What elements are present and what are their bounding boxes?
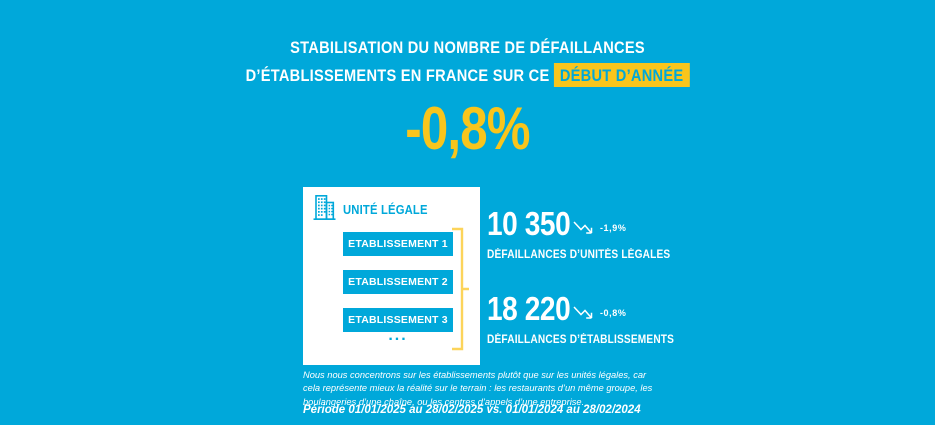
stat-value: 18 220 [487, 290, 571, 327]
period-text: Période 01/01/2025 au 28/02/2025 vs. 01/… [303, 404, 641, 416]
stat-change: -0,8% [599, 308, 627, 318]
stat-label: DÉFAILLANCES D’UNITÉS LÉGALES [487, 249, 671, 261]
decline-arrow-icon [573, 305, 595, 322]
stat-row: 18 220 -0,8% [487, 292, 700, 326]
stat-legal-units: 10 350 -1,9% DÉFAILLANCES D’UNITÉS LÉGAL… [487, 207, 695, 262]
stat-row: 10 350 -1,9% [487, 207, 695, 241]
card-header: UNITÉ LÉGALE [313, 194, 437, 226]
building-icon [313, 194, 336, 226]
stat-label: DÉFAILLANCES D’ÉTABLISSEMENTS [487, 334, 675, 346]
stat-change: -1,9% [599, 223, 627, 233]
footnote-text: Nous nous concentrons sur les établissem… [303, 370, 653, 407]
headline-percentage: -0,8% [405, 95, 530, 162]
unit-label: UNITÉ LÉGALE [343, 203, 428, 217]
establishment-box-1: ETABLISSEMENT 1 [343, 232, 453, 256]
decline-arrow-icon [573, 220, 595, 237]
title-highlight: DÉBUT D’ANNÉE [553, 63, 690, 87]
stat-value: 10 350 [487, 205, 571, 242]
establishment-box-2: ETABLISSEMENT 2 [343, 270, 453, 294]
title-line-2: D’ÉTABLISSEMENTS EN FRANCE SUR CE DÉBUT D… [65, 62, 869, 90]
establishment-box-3: ETABLISSEMENT 3 [343, 308, 453, 332]
title-line-2-prefix: D’ÉTABLISSEMENTS EN FRANCE SUR CE [245, 66, 550, 85]
establishment-ellipsis: ... [388, 327, 408, 344]
stat-establishments: 18 220 -0,8% DÉFAILLANCES D’ÉTABLISSEMEN… [487, 292, 700, 347]
title-block: STABILISATION DU NOMBRE DE DÉFAILLANCES … [0, 34, 935, 90]
legal-unit-card: UNITÉ LÉGALE ETABLISSEMENT 1 ETABLISSEME… [303, 187, 480, 365]
title-line-1: STABILISATION DU NOMBRE DE DÉFAILLANCES [290, 38, 645, 57]
bracket-connector [451, 227, 471, 356]
